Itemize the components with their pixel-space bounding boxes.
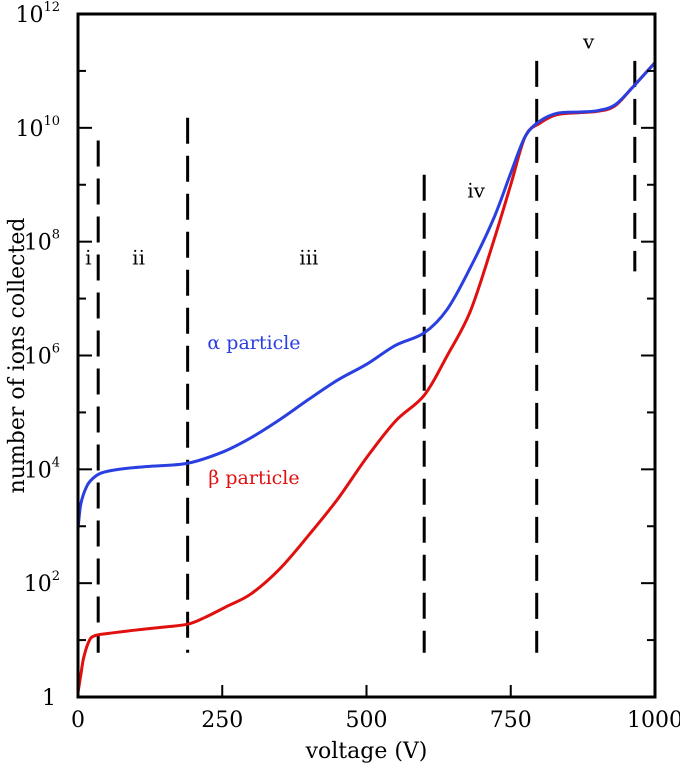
beta-particle-label: β particle (208, 467, 299, 489)
y-tick-label: 106 (24, 342, 60, 370)
region-label-i: i (85, 245, 91, 269)
axis-tick-labels: 0 250 500 750 1000 1 102 104 106 108 1010 1012 (15, 0, 680, 733)
x-tick-label: 250 (201, 708, 243, 733)
y-tick-label: 1 (42, 686, 56, 711)
x-tick-label: 500 (346, 708, 388, 733)
x-tick-label: 1000 (627, 708, 680, 733)
y-axis-title: number of ions collected (5, 218, 30, 494)
region-label-iii: iii (299, 245, 318, 269)
region-label-ii: ii (132, 245, 145, 269)
alpha-particle-label: α particle (207, 332, 300, 354)
x-tick-label: 750 (490, 708, 532, 733)
y-tick-label: 1012 (15, 0, 60, 28)
y-tick-label: 104 (24, 455, 60, 483)
axis-ticks (77, 69, 656, 697)
region-label-iv: iv (467, 178, 485, 202)
x-tick-label: 0 (71, 708, 85, 733)
y-tick-label: 1010 (15, 114, 60, 142)
y-tick-label: 102 (24, 569, 60, 597)
y-tick-label: 108 (24, 228, 60, 256)
plot-frame (76, 12, 657, 699)
region-label-v: v (582, 29, 595, 53)
alpha-particle-curve (76, 61, 657, 531)
beta-particle-curve (76, 61, 657, 694)
x-axis-title: voltage (V) (305, 739, 428, 764)
